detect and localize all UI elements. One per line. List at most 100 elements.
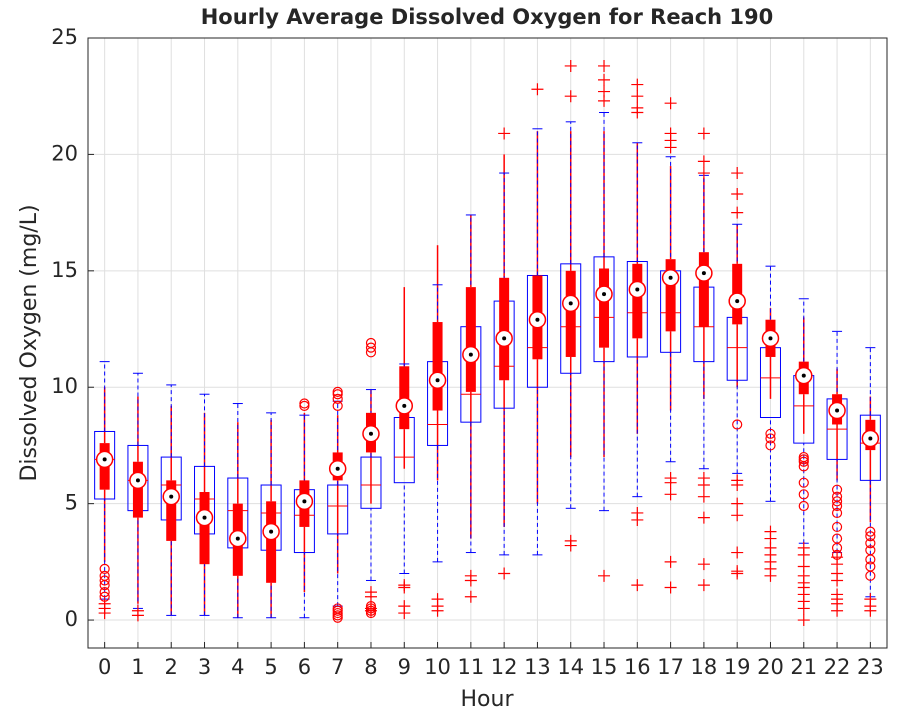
box	[360, 456, 382, 509]
outlier	[664, 127, 677, 140]
outlier	[332, 386, 343, 397]
box	[665, 259, 676, 332]
outlier	[99, 587, 110, 598]
box	[199, 492, 210, 565]
outlier	[99, 575, 110, 586]
outlier	[697, 472, 710, 485]
outlier	[99, 570, 110, 581]
x-tick-label: 0	[98, 655, 111, 679]
x-tick-label: 8	[364, 655, 377, 679]
outlier	[798, 477, 809, 488]
x-tick-label: 12	[491, 655, 518, 679]
outlier	[598, 569, 611, 582]
outlier	[398, 579, 411, 592]
median-dot	[435, 378, 440, 383]
outlier	[797, 614, 810, 627]
outlier	[365, 342, 377, 353]
outlier	[831, 588, 844, 601]
outlier	[865, 561, 876, 572]
outlier	[664, 97, 677, 110]
median-dot	[402, 403, 407, 408]
box	[859, 414, 881, 481]
median-dot	[468, 352, 473, 357]
chart-title: Hourly Average Dissolved Oxygen for Reac…	[201, 5, 774, 29]
outlier	[498, 127, 511, 140]
median-dot	[568, 301, 573, 306]
median-dot	[535, 317, 540, 322]
box	[266, 501, 277, 583]
outlier	[831, 533, 843, 544]
box	[632, 263, 643, 339]
median-dot	[801, 373, 806, 378]
outlier	[831, 549, 843, 560]
outlier	[498, 567, 511, 580]
median-dot	[302, 499, 307, 504]
outlier	[99, 563, 110, 574]
x-tick-label: 4	[231, 655, 244, 679]
outlier	[731, 206, 744, 219]
x-tick-label: 11	[457, 655, 484, 679]
outlier	[598, 59, 611, 72]
outlier	[631, 506, 644, 519]
box	[565, 270, 576, 357]
outlier	[831, 507, 843, 519]
outlier	[631, 101, 644, 114]
box	[432, 322, 443, 411]
outlier	[865, 531, 876, 542]
median-dot	[668, 275, 673, 280]
outlier	[732, 419, 743, 430]
outlier	[765, 433, 776, 444]
box	[465, 287, 476, 392]
box	[698, 252, 709, 327]
outlier	[765, 440, 776, 451]
median-dot	[202, 515, 207, 520]
box	[599, 268, 610, 348]
outlier	[332, 603, 343, 614]
outlier	[464, 569, 477, 582]
outlier	[697, 558, 710, 571]
outlier	[664, 581, 677, 594]
median-dot	[169, 494, 174, 499]
outlier	[531, 83, 544, 96]
box	[94, 430, 116, 500]
outlier	[731, 474, 744, 487]
y-axis-label: Dissolved Oxygen (mg/L)	[17, 204, 42, 481]
outlier	[731, 565, 744, 578]
median-dot	[768, 336, 773, 341]
x-tick-label: 1	[131, 655, 144, 679]
median-dot	[868, 436, 873, 441]
outlier	[631, 90, 644, 103]
x-tick-label: 17	[657, 655, 684, 679]
median-dot	[335, 466, 340, 471]
median-dot	[502, 336, 507, 341]
outlier	[299, 398, 310, 409]
outlier	[731, 546, 744, 559]
x-tick-label: 16	[624, 655, 651, 679]
outlier	[798, 451, 809, 463]
outlier	[332, 393, 343, 404]
outlier	[865, 526, 876, 537]
outlier	[564, 90, 577, 103]
outlier	[864, 593, 877, 606]
box	[499, 277, 510, 381]
x-tick-label: 23	[857, 655, 884, 679]
outlier	[365, 600, 377, 612]
outlier	[797, 541, 810, 554]
y-tick-label: 10	[51, 374, 78, 398]
outlier	[332, 400, 343, 411]
outlier	[764, 525, 777, 538]
median-dot	[602, 292, 607, 297]
outlier	[697, 127, 710, 140]
y-tick-label: 0	[65, 607, 78, 631]
outlier	[664, 555, 677, 568]
median-dot	[102, 457, 107, 462]
outlier	[365, 337, 377, 349]
outlier	[697, 579, 710, 592]
y-tick-label: 5	[65, 491, 78, 515]
x-tick-label: 19	[724, 655, 751, 679]
x-axis-label: Hour	[461, 687, 515, 712]
outlier	[831, 484, 843, 495]
x-tick-label: 20	[757, 655, 784, 679]
outlier	[564, 59, 577, 72]
